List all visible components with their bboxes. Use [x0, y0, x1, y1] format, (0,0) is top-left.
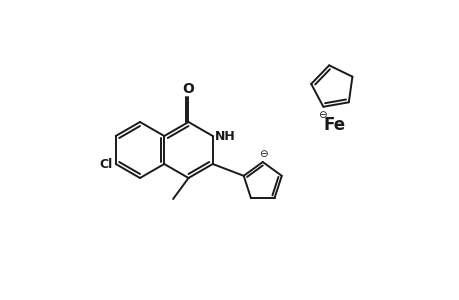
Text: Fe: Fe — [323, 116, 345, 134]
Text: Cl: Cl — [99, 158, 112, 170]
Text: O: O — [182, 82, 194, 96]
Text: ⊖: ⊖ — [317, 110, 326, 120]
Text: NH: NH — [214, 130, 235, 142]
Text: ⊖: ⊖ — [259, 149, 268, 159]
